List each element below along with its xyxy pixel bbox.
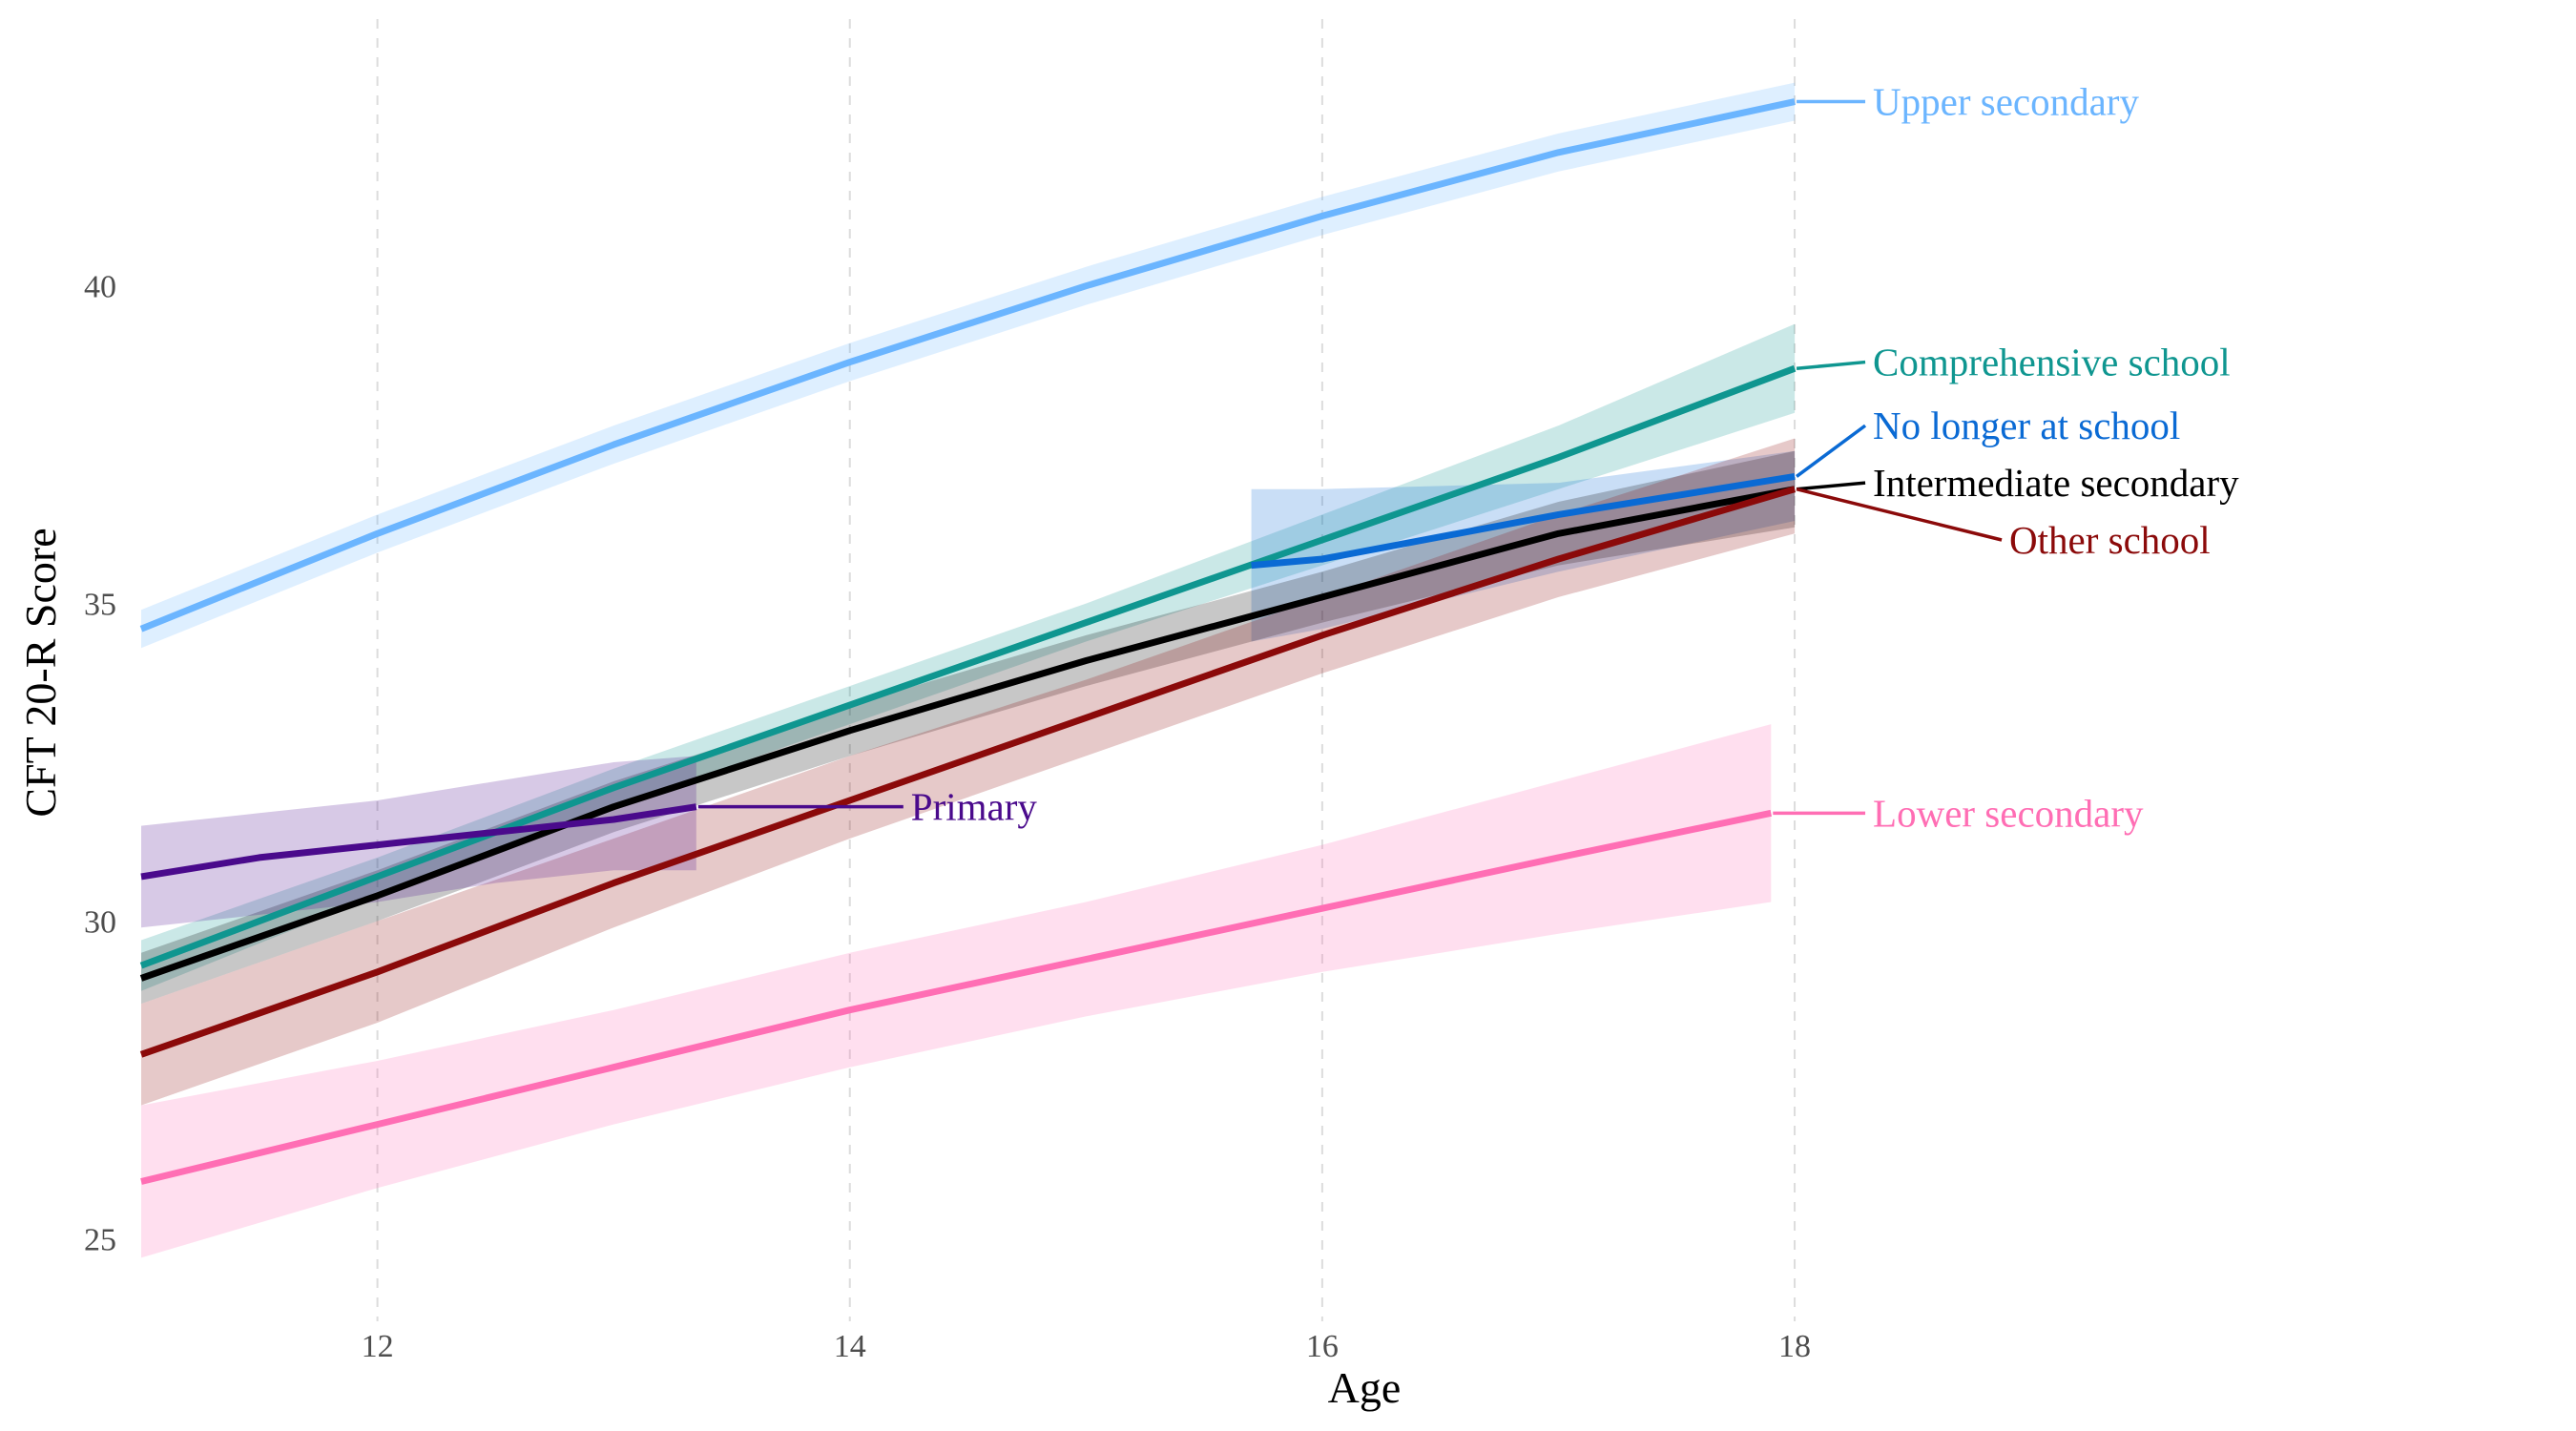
leader-comprehensive-school — [1796, 360, 1866, 370]
label-comprehensive-school: Comprehensive school — [1873, 341, 2231, 384]
label-intermediate-secondary: Intermediate secondary — [1873, 461, 2239, 505]
leader-other-school — [1796, 487, 2003, 542]
y-tick-label-40: 40 — [84, 270, 116, 305]
x-tick-label-14: 14 — [834, 1329, 866, 1364]
line-comprehensive-school — [139, 364, 1797, 969]
series-labels: Upper secondary Comprehensive school No lo… — [697, 80, 2239, 835]
y-tick-label-30: 30 — [84, 905, 116, 941]
line-intermediate-secondary — [139, 486, 1796, 982]
x-tick-label-18: 18 — [1778, 1329, 1811, 1364]
x-tick-label-12: 12 — [362, 1329, 394, 1364]
y-tick-label-25: 25 — [84, 1222, 116, 1257]
label-primary: Primary — [911, 785, 1038, 829]
y-axis-title: CFT 20-R Score — [16, 528, 65, 817]
label-no-longer-at-school: No longer at school — [1873, 404, 2180, 447]
line-no-longer-at-school — [1251, 472, 1796, 570]
line-upper-secondary — [139, 98, 1796, 633]
y-axis-ticks: 25 30 35 40 — [84, 270, 116, 1258]
series-lines — [139, 98, 1797, 1185]
band-other-school — [141, 438, 1796, 1106]
x-tick-label-16: 16 — [1306, 1329, 1339, 1364]
band-lower-secondary — [141, 724, 1772, 1258]
leader-intermediate-secondary — [1796, 481, 1866, 491]
x-axis-title: Age — [1328, 1363, 1402, 1412]
line-lower-secondary — [140, 809, 1773, 1185]
band-intermediate-secondary — [141, 450, 1796, 1005]
grid — [376, 19, 1797, 1321]
label-lower-secondary: Lower secondary — [1873, 791, 2144, 835]
x-axis-ticks: 12 14 16 18 — [362, 1329, 1811, 1364]
y-tick-label-35: 35 — [84, 588, 116, 623]
label-upper-secondary: Upper secondary — [1873, 80, 2139, 124]
confidence-bands — [141, 82, 1796, 1258]
line-other-school — [139, 486, 1797, 1058]
leader-no-longer-at-school — [1796, 424, 1867, 478]
label-other-school: Other school — [2009, 518, 2211, 562]
line-primary — [140, 803, 697, 881]
